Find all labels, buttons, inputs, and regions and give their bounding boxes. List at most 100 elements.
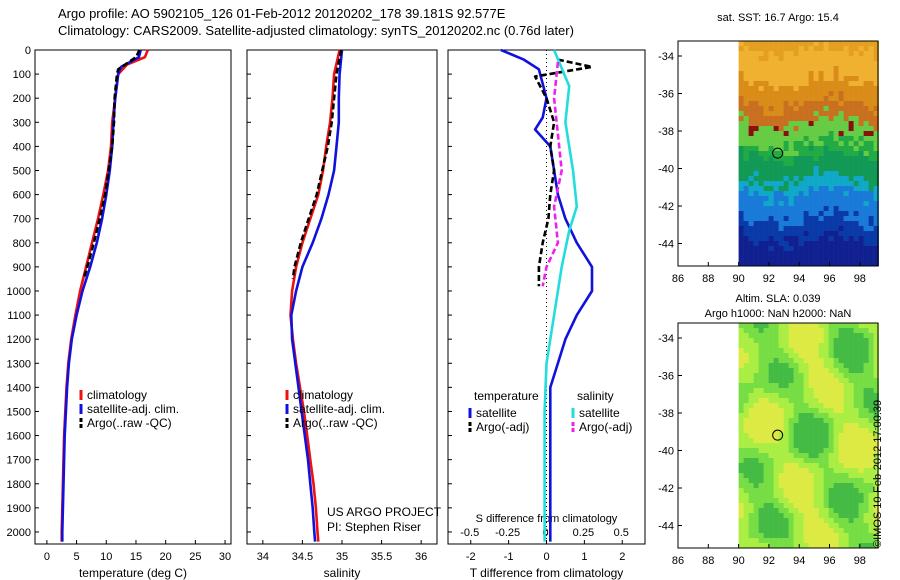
map-cell — [738, 76, 744, 82]
map-cell — [738, 206, 744, 212]
map-cell — [813, 241, 819, 247]
map-cell — [818, 106, 824, 112]
map-cell — [753, 408, 759, 414]
map-cell — [818, 201, 824, 207]
map-cell — [758, 166, 764, 172]
map-cell — [773, 116, 779, 122]
map-cell — [803, 261, 809, 267]
map-cell — [843, 393, 849, 399]
map-cell — [743, 171, 749, 177]
map-cell — [833, 493, 839, 499]
map-cell — [838, 126, 844, 132]
map-cell — [838, 131, 844, 137]
map-cell — [858, 423, 864, 429]
map-cell — [853, 363, 859, 369]
map-cell — [788, 196, 794, 202]
map-cell — [858, 231, 864, 237]
map-cell — [808, 196, 814, 202]
map-cell — [788, 176, 794, 182]
map-cell — [803, 468, 809, 474]
map-cell — [863, 543, 869, 549]
map-cell — [773, 513, 779, 519]
map-cell — [753, 96, 759, 102]
map-cell — [778, 66, 784, 72]
map-cell — [748, 106, 754, 112]
map-cell — [783, 443, 789, 449]
series-line-salinity-argo-adj — [541, 61, 564, 287]
map-cell — [868, 61, 874, 67]
map-cell — [813, 181, 819, 187]
map-cell — [873, 66, 879, 72]
map-cell — [863, 478, 869, 484]
map-cell — [748, 146, 754, 152]
map-cell — [853, 231, 859, 237]
map-cell — [808, 493, 814, 499]
map-cell — [768, 76, 774, 82]
map-cell — [793, 423, 799, 429]
map-cell — [843, 231, 849, 237]
map-cell — [818, 251, 824, 257]
map-cell — [743, 513, 749, 519]
map-cell — [788, 216, 794, 222]
map-cell — [818, 61, 824, 67]
map-cell — [858, 338, 864, 344]
map-cell — [823, 151, 829, 157]
map-cell — [768, 201, 774, 207]
map-cell — [788, 201, 794, 207]
map-cell — [768, 338, 774, 344]
map-cell — [873, 453, 879, 459]
argo-position-marker — [772, 147, 784, 159]
map-cell — [843, 433, 849, 439]
map-cell — [838, 388, 844, 394]
map-cell — [833, 403, 839, 409]
legend-label: Argo(..raw -QC) — [87, 416, 172, 430]
series-line-argo-raw-qc — [291, 49, 343, 280]
map-cell — [783, 403, 789, 409]
map-cell — [818, 363, 824, 369]
y-tick-label: 1500 — [7, 406, 31, 418]
map-cell — [753, 478, 759, 484]
map-cell — [788, 498, 794, 504]
map-cell — [793, 171, 799, 177]
map-cell — [758, 423, 764, 429]
map-cell — [858, 393, 864, 399]
map-cells-sla-map — [738, 323, 879, 549]
map-cell — [798, 146, 804, 152]
map-cell — [748, 41, 754, 47]
map-cell — [818, 41, 824, 47]
map-cell — [778, 246, 784, 252]
map-cell — [768, 388, 774, 394]
map-cell — [793, 443, 799, 449]
map-cell — [858, 236, 864, 242]
map-cell — [828, 448, 834, 454]
map-cell — [858, 348, 864, 354]
map-cell — [843, 368, 849, 374]
map-cell — [753, 246, 759, 252]
map-cell — [783, 241, 789, 247]
map-cell — [833, 141, 839, 147]
map-cell — [858, 176, 864, 182]
map-cell — [818, 66, 824, 72]
map-cell — [773, 493, 779, 499]
map-cell — [763, 161, 769, 167]
map-cell — [818, 458, 824, 464]
map-cell — [738, 111, 744, 117]
map-cell — [848, 508, 854, 514]
map-cell — [738, 231, 744, 237]
map-cell — [743, 523, 749, 529]
map-cell — [833, 458, 839, 464]
map-cell — [768, 121, 774, 127]
map-cell — [798, 191, 804, 197]
map-cell — [873, 483, 879, 489]
map-cell — [823, 226, 829, 232]
map-cell — [768, 493, 774, 499]
map-cell — [758, 76, 764, 82]
map-cell — [873, 323, 879, 329]
map-cell — [803, 71, 809, 77]
map-cell — [813, 81, 819, 87]
map-cell — [868, 171, 874, 177]
map-cell — [863, 226, 869, 232]
map-cell — [838, 136, 844, 142]
series-line-satellite-adj-clim — [289, 49, 344, 542]
map-cell — [768, 348, 774, 354]
